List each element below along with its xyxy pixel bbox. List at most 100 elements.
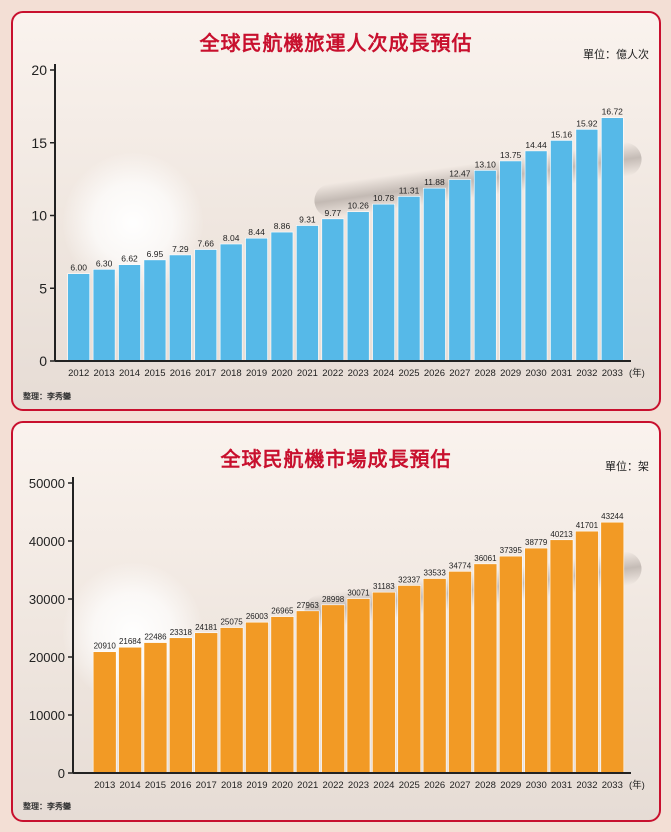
data-label: 21684 (119, 637, 142, 646)
data-label: 10.78 (373, 193, 395, 203)
y-tick-label: 30000 (29, 592, 65, 607)
data-label: 6.62 (121, 254, 138, 264)
bar (448, 571, 472, 774)
data-label: 16.72 (602, 107, 624, 117)
data-label: 10.26 (348, 201, 370, 211)
bar (169, 637, 193, 774)
data-label: 9.77 (325, 208, 342, 218)
x-tick-label: 2031 (551, 780, 572, 791)
y-tick-label: 40000 (29, 534, 65, 549)
bar (67, 273, 91, 362)
x-tick-label: 2028 (475, 368, 496, 379)
x-tick-label: 2021 (297, 780, 318, 791)
x-tick-label: 2029 (500, 780, 521, 791)
x-tick-label: 2019 (246, 368, 267, 379)
x-tick-label: 2013 (94, 368, 115, 379)
bar-chart-passengers: 0 5 10 15 20 6.00 2012 6.30 2013 6.62 2014 6.95 2015… (31, 62, 645, 379)
bar (422, 578, 447, 774)
x-tick-label: 2013 (94, 780, 115, 791)
x-tick-label: 2023 (348, 368, 369, 379)
x-tick-label: 2017 (195, 368, 216, 379)
x-tick-label: 2012 (68, 368, 89, 379)
credit-label: 整理：李秀鑾 (23, 802, 71, 811)
x-tick-label: 2024 (373, 368, 394, 379)
bar (524, 150, 548, 362)
data-label: 8.04 (223, 233, 240, 243)
bar (473, 563, 498, 774)
bar (600, 117, 624, 362)
data-label: 36061 (474, 554, 497, 563)
data-label: 40213 (550, 530, 573, 539)
data-label: 6.00 (70, 263, 87, 273)
chart-title: 全球民航機旅運人次成長預估 (199, 33, 473, 55)
y-tick-label: 0 (58, 766, 65, 781)
data-label: 20910 (94, 642, 117, 651)
data-label: 11.31 (399, 185, 420, 195)
x-tick-label: 2032 (576, 780, 597, 791)
x-tick-label: 2033 (602, 368, 623, 379)
data-label: 43244 (601, 512, 624, 521)
data-label: 41701 (576, 521, 599, 530)
y-tick-label: 10 (31, 208, 47, 224)
bar (372, 591, 396, 774)
credit-label: 整理：李秀鑾 (23, 392, 71, 401)
x-tick-label: 2016 (170, 368, 191, 379)
bar (321, 218, 345, 362)
bar (118, 646, 142, 774)
y-tick-label: 50000 (29, 476, 65, 491)
bar (498, 555, 523, 774)
data-label: 13.75 (500, 150, 522, 160)
x-tick-label: 2027 (449, 368, 470, 379)
x-tick-label: 2018 (221, 368, 242, 379)
bar (194, 249, 218, 362)
x-tick-label: 2026 (424, 780, 445, 791)
bar (575, 129, 599, 362)
y-tick-label: 20 (31, 62, 47, 78)
data-label: 6.95 (147, 249, 164, 259)
unit-label: 單位：架 (605, 461, 649, 473)
x-tick-label: 2025 (398, 368, 419, 379)
x-tick-label: 2025 (399, 780, 420, 791)
bar (346, 598, 371, 774)
x-tick-label: 2014 (120, 780, 141, 791)
year-suffix: (年) (629, 779, 645, 791)
data-label: 7.29 (172, 244, 189, 254)
data-label: 6.30 (96, 258, 113, 268)
bar (219, 627, 244, 774)
bar (346, 211, 370, 362)
x-tick-label: 2017 (196, 780, 217, 791)
year-suffix: (年) (629, 367, 645, 379)
x-tick-label: 2019 (246, 780, 267, 791)
bar (397, 196, 421, 362)
data-label: 26003 (246, 612, 269, 621)
x-tick-label: 2033 (602, 780, 623, 791)
x-tick-label: 2027 (449, 780, 470, 791)
data-label: 33533 (424, 569, 447, 578)
data-label: 30071 (347, 589, 370, 598)
x-tick-label: 2028 (475, 780, 496, 791)
unit-label: 單位：億人次 (583, 49, 649, 61)
data-label: 38779 (525, 538, 548, 547)
bar (194, 632, 219, 774)
x-tick-label: 2026 (424, 368, 445, 379)
data-label: 25075 (220, 618, 243, 627)
bar (296, 225, 319, 362)
x-tick-label: 2030 (526, 780, 547, 791)
data-label: 14.44 (525, 140, 547, 150)
data-label: 24181 (195, 623, 218, 632)
x-tick-label: 2022 (323, 780, 344, 791)
bar (321, 604, 345, 774)
data-label: 37395 (500, 546, 523, 555)
x-tick-label: 2020 (272, 780, 293, 791)
data-label: 23318 (170, 628, 193, 637)
bar (550, 140, 573, 362)
bar (270, 231, 294, 362)
x-tick-label: 2015 (144, 368, 165, 379)
bar (143, 642, 168, 774)
x-tick-label: 2021 (297, 368, 318, 379)
data-label: 26965 (271, 607, 294, 616)
y-tick-label: 20000 (29, 650, 65, 665)
y-tick-label: 15 (31, 135, 47, 151)
x-tick-label: 2016 (170, 780, 191, 791)
chart-panel-passengers: 全球民航機旅運人次成長預估 單位：億人次 0 5 10 15 20 6.00 2012 6.3… (11, 11, 661, 411)
